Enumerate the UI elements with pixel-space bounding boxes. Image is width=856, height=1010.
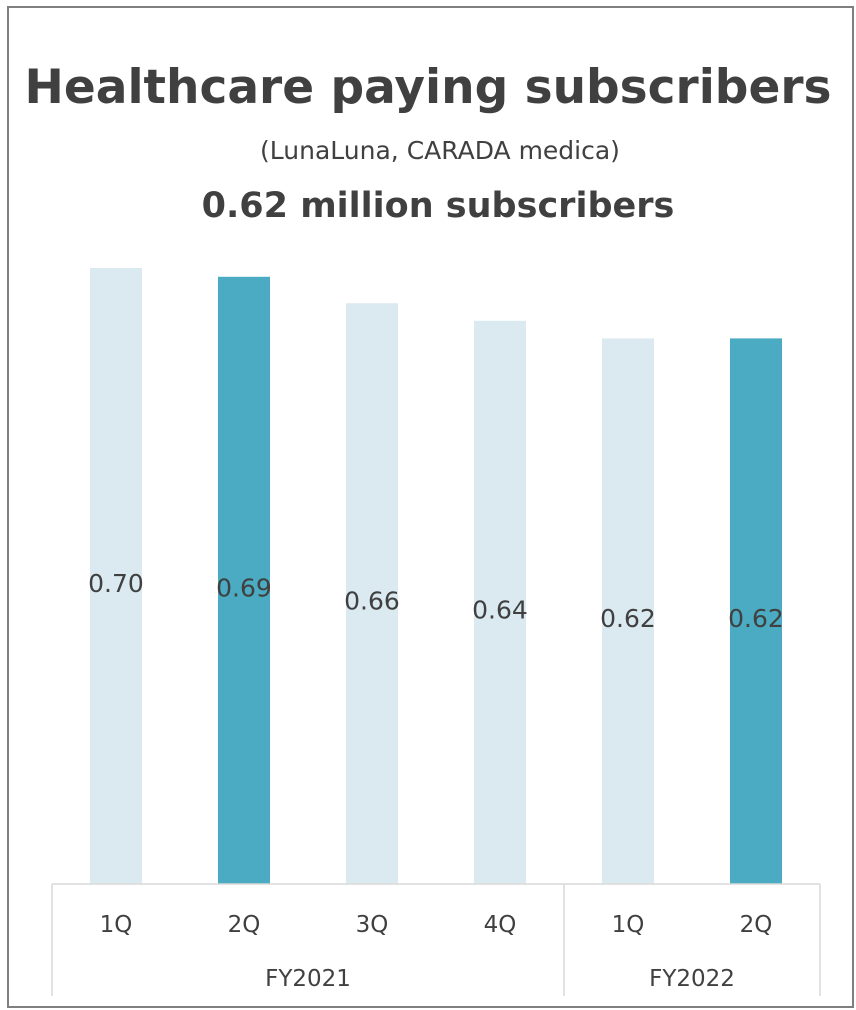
x-tick-label: 1Q xyxy=(100,912,133,938)
data-label: 0.70 xyxy=(88,569,144,598)
x-tick-label: 4Q xyxy=(484,912,517,938)
bar xyxy=(474,320,526,884)
data-label: 0.69 xyxy=(216,573,272,602)
bar xyxy=(218,276,270,884)
x-tick-label: 2Q xyxy=(740,912,773,938)
bar xyxy=(602,338,654,884)
chart-frame xyxy=(7,6,854,1008)
group-label: FY2021 xyxy=(265,966,351,992)
chart-title: Healthcare paying subscribers xyxy=(24,60,832,115)
chart-subtitle: (LunaLuna, CARADA medica) xyxy=(260,136,620,165)
group-label: FY2022 xyxy=(649,966,735,992)
x-tick-label: 3Q xyxy=(356,912,389,938)
bar xyxy=(730,338,782,884)
headline-figure: 0.62 million subscribers xyxy=(201,186,675,226)
x-tick-label: 2Q xyxy=(228,912,261,938)
x-tick-label: 1Q xyxy=(612,912,645,938)
data-label: 0.62 xyxy=(600,604,656,633)
bar xyxy=(346,303,398,884)
data-label: 0.66 xyxy=(344,587,400,616)
bar xyxy=(90,268,142,884)
data-label: 0.62 xyxy=(728,604,784,633)
data-label: 0.64 xyxy=(472,595,528,624)
